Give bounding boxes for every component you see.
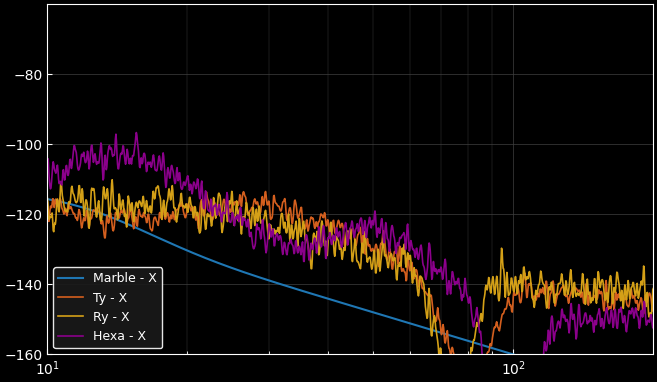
- Ty - X: [99, 222, 107, 226]
- Marble - X: [421, 326, 429, 330]
- Ty - X: [71, 212, 79, 216]
- Hexa - X: [99, 178, 107, 182]
- Marble - X: [70, 203, 78, 207]
- Ry - X: [649, 286, 657, 291]
- Ry - X: [71, 196, 79, 201]
- Line: Marble - X: Marble - X: [0, 74, 653, 382]
- Line: Hexa - X: Hexa - X: [0, 126, 653, 382]
- Marble - X: [99, 212, 106, 216]
- Ry - X: [620, 306, 627, 311]
- Hexa - X: [422, 277, 430, 282]
- Ry - X: [619, 299, 627, 304]
- Ty - X: [422, 290, 430, 295]
- Hexa - X: [71, 144, 79, 148]
- Line: Ty - X: Ty - X: [0, 87, 653, 382]
- Hexa - X: [619, 320, 627, 324]
- Legend: Marble - X, Ty - X, Ry - X, Hexa - X: Marble - X, Ty - X, Ry - X, Hexa - X: [53, 267, 162, 348]
- Hexa - X: [649, 325, 657, 330]
- Ty - X: [620, 298, 627, 303]
- Ty - X: [649, 307, 657, 312]
- Line: Ry - X: Ry - X: [0, 105, 653, 382]
- Ty - X: [619, 299, 627, 303]
- Hexa - X: [620, 320, 627, 325]
- Ry - X: [99, 190, 107, 194]
- Ry - X: [422, 308, 430, 313]
